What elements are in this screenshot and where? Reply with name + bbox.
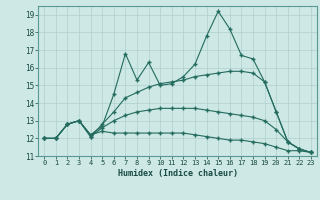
X-axis label: Humidex (Indice chaleur): Humidex (Indice chaleur) bbox=[118, 169, 238, 178]
